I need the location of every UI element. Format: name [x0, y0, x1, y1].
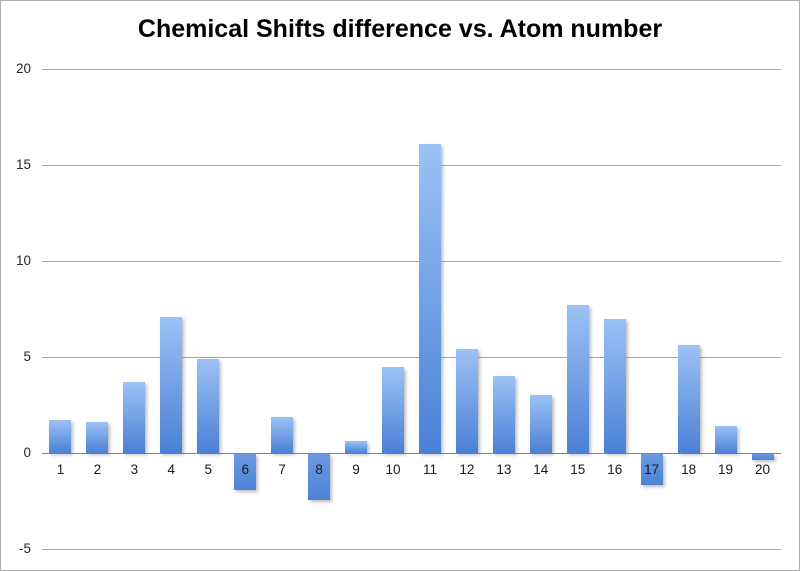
bar: [345, 441, 368, 453]
bar: [492, 376, 515, 453]
x-axis-tick-label: 8: [315, 462, 323, 477]
bar: [197, 358, 220, 453]
gridline: [42, 165, 781, 166]
gridline: [42, 549, 781, 550]
x-axis-tick-label: 6: [241, 462, 249, 477]
y-axis-tick-label: 15: [15, 157, 31, 172]
x-axis-tick-label: 3: [130, 462, 139, 477]
x-axis-tick-label: 7: [278, 462, 286, 477]
bar: [603, 318, 626, 453]
x-axis-tick-label: 19: [718, 462, 734, 477]
bar: [640, 454, 663, 485]
gridline: [42, 69, 781, 70]
x-axis-tick-label: 18: [681, 462, 697, 477]
x-axis-tick-label: 4: [167, 462, 176, 477]
bar: [751, 454, 774, 460]
x-axis-tick-label: 14: [533, 462, 549, 477]
x-axis-tick-label: 11: [422, 462, 437, 477]
bar: [234, 454, 257, 491]
x-axis-tick-label: 9: [352, 462, 360, 477]
x-axis-tick-label: 15: [570, 462, 586, 477]
x-axis-tick-label: 17: [644, 462, 660, 477]
gridline: [42, 357, 781, 358]
x-axis-tick-label: 13: [496, 462, 512, 477]
bar: [49, 420, 72, 453]
bar: [677, 345, 700, 453]
bar: [308, 454, 331, 501]
bar: [160, 316, 183, 453]
gridline: [42, 261, 781, 262]
x-axis-tick-label: 16: [607, 462, 623, 477]
zero-axis-line: [42, 453, 781, 454]
bar: [86, 422, 109, 453]
bar: [455, 349, 478, 453]
bar: [529, 395, 552, 453]
bar: [123, 381, 146, 453]
x-axis-tick-label: 20: [755, 462, 771, 477]
x-axis-tick-label: 5: [204, 462, 213, 477]
bar: [714, 426, 737, 453]
x-axis-tick-label: 2: [93, 462, 102, 477]
y-axis-tick-label: 20: [15, 61, 31, 76]
y-axis-tick-label: 10: [15, 253, 31, 268]
bar: [271, 416, 294, 453]
bar: [566, 305, 589, 453]
y-axis-tick-label: -5: [18, 541, 31, 556]
chart-title: Chemical Shifts difference vs. Atom numb…: [137, 15, 663, 43]
y-axis-tick-label: 0: [23, 445, 31, 460]
x-axis-tick-label: 12: [459, 462, 475, 477]
bar: [418, 143, 441, 453]
y-axis-tick-label: 5: [23, 349, 31, 364]
x-axis-tick-label: 10: [385, 462, 401, 477]
bar: [382, 366, 405, 453]
x-axis-tick-label: 1: [56, 462, 65, 477]
